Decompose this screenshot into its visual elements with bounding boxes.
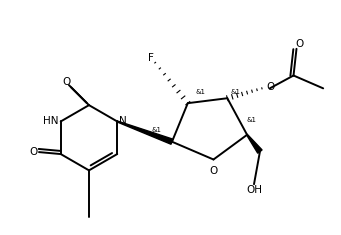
Text: O: O [62,77,70,87]
Text: OH: OH [246,185,262,195]
Text: O: O [267,82,275,92]
Text: N: N [119,117,127,126]
Text: O: O [29,147,37,157]
Text: &1: &1 [151,127,161,133]
Polygon shape [247,134,262,153]
Text: &1: &1 [196,89,206,95]
Text: O: O [295,39,303,49]
Text: O: O [209,166,218,176]
Text: &1: &1 [246,117,256,123]
Text: HN: HN [43,117,59,126]
Polygon shape [117,121,173,144]
Text: &1: &1 [230,89,240,95]
Text: F: F [148,53,154,63]
